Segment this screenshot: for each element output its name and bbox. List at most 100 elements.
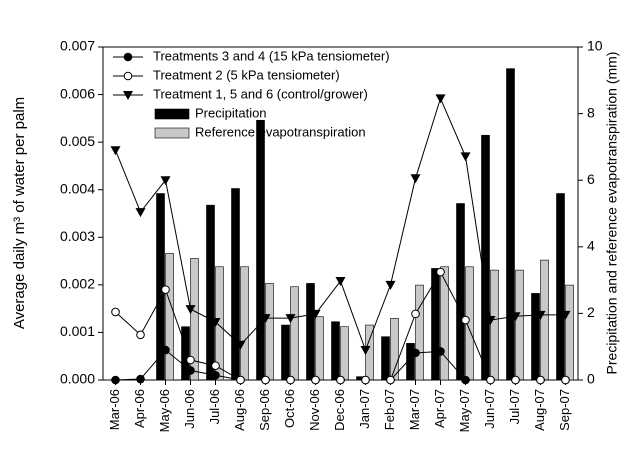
bar <box>440 266 449 381</box>
point <box>336 375 345 385</box>
point <box>361 375 370 385</box>
point <box>335 277 346 287</box>
point <box>536 375 545 385</box>
x-tick-label: Apr-06 <box>132 389 147 428</box>
legend-label: Reference evapotranspiration <box>195 124 366 139</box>
point <box>261 375 270 385</box>
legend-label: Treatment 1, 5 and 6 (control/grower) <box>153 86 368 101</box>
point <box>211 370 220 380</box>
x-tick-label: May-07 <box>457 389 472 432</box>
y2-tick-label: 6 <box>587 171 595 187</box>
bar <box>431 268 440 381</box>
point <box>386 375 395 385</box>
point <box>211 361 220 371</box>
point <box>236 375 245 385</box>
bar <box>565 284 574 381</box>
point <box>135 208 146 218</box>
x-tick-label: Jul-07 <box>507 389 522 424</box>
point <box>286 375 295 385</box>
point <box>411 309 420 319</box>
bar <box>315 316 324 381</box>
y2-tick-label: 8 <box>587 104 595 120</box>
point <box>186 366 195 375</box>
x-tick-label: Mar-07 <box>407 389 422 430</box>
legend-label: Treatments 3 and 4 (15 kPa tensiometer) <box>153 48 390 63</box>
point <box>310 309 321 319</box>
point <box>561 375 570 385</box>
x-tick-label: Apr-07 <box>432 389 447 428</box>
legend-swatch <box>154 127 190 139</box>
point <box>360 346 371 356</box>
y-tick-label: 0.000 <box>60 371 95 387</box>
bar <box>281 324 290 381</box>
x-tick-label: Sep-07 <box>557 389 572 431</box>
point <box>235 340 246 350</box>
legend-label: Precipitation <box>195 105 267 120</box>
point <box>435 94 446 104</box>
point <box>111 307 120 317</box>
point <box>461 315 470 325</box>
point <box>461 375 470 385</box>
bar <box>490 269 499 381</box>
point <box>436 347 445 356</box>
x-tick-label: Jan-07 <box>357 389 372 429</box>
y-tick-label: 0.007 <box>60 38 95 54</box>
bar <box>340 326 349 381</box>
point <box>311 375 320 385</box>
point <box>285 314 296 324</box>
bar <box>406 343 415 381</box>
x-tick-label: Aug-06 <box>232 389 247 431</box>
point <box>160 176 171 186</box>
point <box>560 310 571 320</box>
y-tick-label: 0.003 <box>60 228 95 244</box>
bar <box>240 266 249 381</box>
x-tick-label: Jun-06 <box>182 389 197 429</box>
x-tick-label: Oct-06 <box>282 389 297 428</box>
bar <box>506 68 515 381</box>
y-tick-label: 0.001 <box>60 323 95 339</box>
y2-tick-label: 4 <box>587 238 595 254</box>
legend-marker <box>123 52 133 62</box>
y2-tick-label: 0 <box>587 371 595 387</box>
bar <box>181 326 190 381</box>
y2-tick-label: 10 <box>587 38 603 54</box>
x-tick-label: Aug-07 <box>532 389 547 431</box>
x-tick-label: Jun-07 <box>482 389 497 429</box>
bar <box>290 286 299 381</box>
bar <box>531 293 540 381</box>
x-tick-label: Feb-07 <box>382 389 397 430</box>
point <box>161 285 170 294</box>
bar <box>481 134 490 381</box>
bar <box>306 283 315 381</box>
x-tick-label: Sep-06 <box>257 389 272 431</box>
point <box>260 314 271 324</box>
point <box>385 280 396 290</box>
point <box>136 330 145 340</box>
x-tick-label: May-06 <box>157 389 172 432</box>
point <box>111 375 120 385</box>
x-tick-label: Mar-06 <box>107 389 122 430</box>
y-tick-label: 0.006 <box>60 85 95 101</box>
point <box>460 152 471 162</box>
point <box>210 317 221 327</box>
legend-swatch <box>154 108 190 120</box>
point <box>110 146 121 156</box>
point <box>511 375 520 385</box>
bar <box>381 336 390 381</box>
y-tick-label: 0.002 <box>60 276 95 292</box>
bar <box>206 204 215 381</box>
bar <box>456 203 465 381</box>
point <box>411 348 420 358</box>
bar <box>256 119 265 381</box>
bar <box>556 193 565 381</box>
bar <box>415 284 424 381</box>
point <box>436 267 445 277</box>
legend-marker <box>123 71 133 81</box>
point <box>485 316 496 326</box>
point <box>136 374 145 384</box>
point <box>185 305 196 315</box>
y-axis-label: Average daily m³ of water per palm <box>11 97 28 329</box>
point <box>535 310 546 320</box>
bar <box>190 258 199 381</box>
bar <box>331 321 340 381</box>
